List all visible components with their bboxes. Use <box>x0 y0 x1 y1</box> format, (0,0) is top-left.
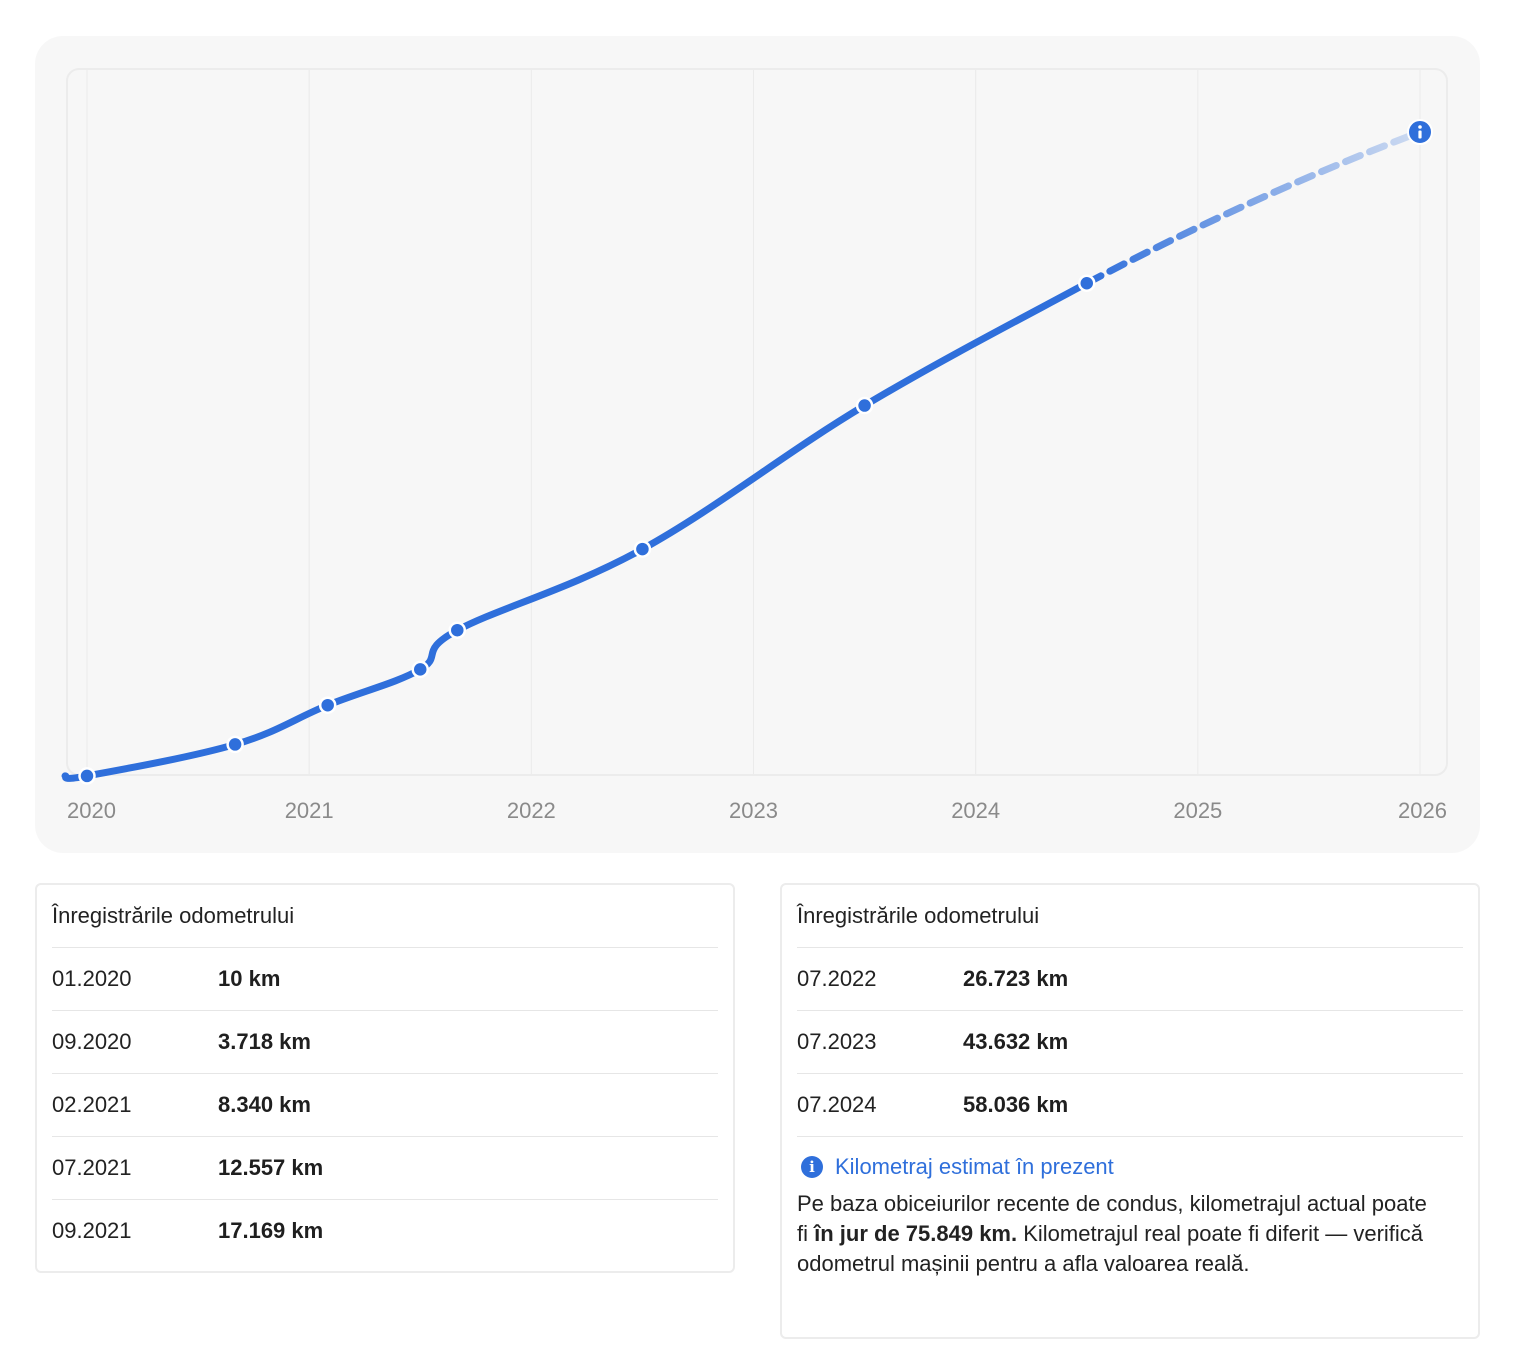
row-date: 07.2021 <box>52 1155 132 1180</box>
row-km: 43.632 km <box>963 1029 1069 1054</box>
estimate-text-before: Pe baza obiceiurilor recente de condus, … <box>797 1191 1427 1246</box>
plot-frame <box>66 68 1448 776</box>
row-date: 07.2023 <box>797 1029 877 1054</box>
table-row: 09.2020 3.718 km <box>52 1011 718 1074</box>
table-title: Înregistrările odometrului <box>52 885 718 948</box>
x-tick-label: 2023 <box>729 798 778 823</box>
mileage-chart: 2020 2021 2022 2023 2024 2025 2026 <box>61 68 1448 823</box>
table-row: 07.2024 58.036 km <box>797 1074 1463 1137</box>
x-tick-label: 2026 <box>1398 798 1447 823</box>
row-km: 10 km <box>218 966 281 991</box>
x-tick-label: 2022 <box>507 798 556 823</box>
info-icon: i <box>801 1156 823 1178</box>
row-km: 12.557 km <box>218 1155 324 1180</box>
data-point <box>855 396 874 415</box>
odometer-table-2: Înregistrările odometrului 07.2022 26.723… <box>780 883 1480 1339</box>
row-date: 09.2021 <box>52 1218 132 1243</box>
table-row: 07.2022 26.723 km <box>797 948 1463 1011</box>
row-date: 07.2022 <box>797 966 877 991</box>
data-point <box>78 767 96 785</box>
table-title: Înregistrările odometrului <box>797 885 1463 948</box>
table-row: 09.2021 17.169 km <box>52 1200 718 1262</box>
estimate-header: i Kilometraj estimat în prezent <box>797 1151 1463 1183</box>
estimate-text-after: Kilometrajul real poate fi diferit — ver… <box>797 1221 1424 1276</box>
x-tick-label: 2021 <box>285 798 334 823</box>
row-date: 02.2021 <box>52 1092 132 1117</box>
x-tick-label: 2025 <box>1173 798 1222 823</box>
row-km: 58.036 km <box>963 1092 1069 1117</box>
row-date: 01.2020 <box>52 966 132 991</box>
mileage-chart-card: 2020 2021 2022 2023 2024 2025 2026 <box>35 36 1480 853</box>
x-tick-label: 2024 <box>951 798 1000 823</box>
odometer-table-1: Înregistrările odometrului 01.2020 10 km 0… <box>35 883 735 1273</box>
row-date: 07.2024 <box>797 1092 877 1117</box>
data-point <box>633 540 652 558</box>
table-row: 07.2021 12.557 km <box>52 1137 718 1200</box>
series-line <box>61 279 1091 782</box>
row-km: 8.340 km <box>218 1092 311 1117</box>
table-row: 07.2023 43.632 km <box>797 1011 1463 1074</box>
row-date: 09.2020 <box>52 1029 132 1054</box>
info-icon-dot <box>1418 125 1422 129</box>
estimate-value: în jur de 75.849 km. <box>814 1221 1018 1246</box>
row-km: 26.723 km <box>963 966 1069 991</box>
data-point <box>411 660 429 679</box>
table-row: 02.2021 8.340 km <box>52 1074 718 1137</box>
data-point <box>318 696 337 714</box>
projection-line <box>1083 128 1424 287</box>
data-point <box>448 621 467 639</box>
estimate-text: Pe baza obiceiurilor recente de condus, … <box>797 1189 1463 1279</box>
data-point <box>1078 274 1096 292</box>
row-km: 3.718 km <box>218 1029 311 1054</box>
estimate-section: i Kilometraj estimat în prezent Pe baza … <box>797 1137 1463 1279</box>
row-km: 17.169 km <box>218 1218 324 1243</box>
estimate-title: Kilometraj estimat în prezent <box>835 1154 1114 1179</box>
info-icon-stem <box>1418 130 1422 139</box>
x-tick-label: 2020 <box>67 798 116 823</box>
data-point <box>226 735 244 754</box>
table-row: 01.2020 10 km <box>52 948 718 1011</box>
